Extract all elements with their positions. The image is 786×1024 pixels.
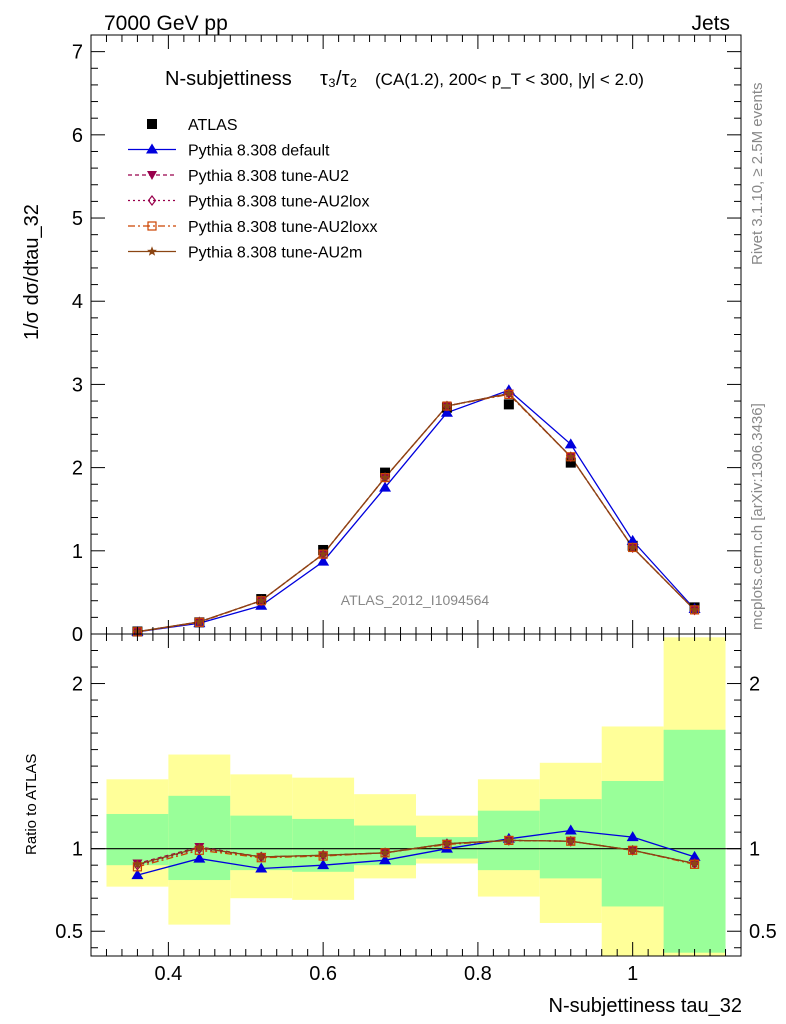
ratio-point-default <box>255 862 268 873</box>
ratio-ytick-label-right: 1 <box>749 839 760 861</box>
ratio-point-default <box>688 850 701 861</box>
legend-label-default: Pythia 8.308 default <box>188 143 330 160</box>
ratio-ytick-label: 0.5 <box>55 921 83 943</box>
header-left: 7000 GeV pp <box>104 12 228 35</box>
header-right: Jets <box>691 12 730 35</box>
data-point-default <box>379 481 392 492</box>
data-point-default <box>440 406 453 417</box>
plot-title-selection: (CA(1.2), 200< p_T < 300, |y| < 2.0) <box>375 70 644 89</box>
main-ytick-label: 6 <box>72 125 83 147</box>
data-point-au2m <box>565 451 576 461</box>
legend-marker-au2m <box>147 246 157 256</box>
main-ytick-label: 7 <box>72 42 83 64</box>
data-point-au2m <box>256 595 267 605</box>
data-point-atlas <box>565 457 576 468</box>
ratio-band-inner <box>663 729 726 953</box>
data-point-au2m <box>318 548 329 559</box>
ratio-xtick-label: 1 <box>627 963 638 985</box>
legend-label-atlas: ATLAS <box>188 117 238 134</box>
legend-label-au2loxx: Pythia 8.308 tune-AU2loxx <box>188 219 377 236</box>
data-point-au2m <box>503 388 514 398</box>
main-ytick-label: 1 <box>72 541 83 563</box>
ratio-line-default <box>137 829 695 876</box>
ratio-point-default <box>564 824 577 835</box>
ratio-xlabel: N-subjettiness tau_32 <box>549 995 742 1017</box>
main-ytick-label: 2 <box>72 458 83 480</box>
ratio-point-au2m <box>256 851 267 862</box>
ratio-point-default <box>193 852 206 863</box>
mcplots-label: mcplots.cern.ch [arXiv:1306.3436] <box>749 403 766 630</box>
ratio-point-au2m <box>565 836 576 846</box>
data-point-au2m <box>689 604 700 615</box>
main-ylabel: 1/σ dσ/dtau_32 <box>21 204 43 340</box>
data-point-default <box>626 534 639 545</box>
ratio-point-default <box>131 869 144 880</box>
legend-marker-au2loxx <box>147 221 157 231</box>
data-point-au2m <box>194 616 205 627</box>
ratio-band-inner <box>106 813 169 866</box>
ratio-point-au2m <box>380 847 390 857</box>
data-point-au2m <box>380 472 390 482</box>
ratio-point-au2m <box>689 858 700 868</box>
plot-title-tau-ratio: τ₃/τ₂ <box>320 68 357 90</box>
main-panel: N-subjettiness τ₃/τ₂ (CA(1.2), 200< p_T … <box>21 34 742 646</box>
ratio-panel: 0.5 0.5 1 1 2 2 0.4 0.6 0.8 1 Ratio to ATLAS N-su… <box>23 633 777 1017</box>
ratio-xtick-label: 0.8 <box>464 963 492 985</box>
legend-marker-au2lox <box>147 195 157 206</box>
ratio-point-default <box>626 831 639 842</box>
ratio-line-au2m <box>137 839 695 866</box>
ratio-point-default <box>317 859 330 870</box>
legend-label-au2m: Pythia 8.308 tune-AU2m <box>188 245 362 262</box>
legend-marker-atlas <box>147 119 157 129</box>
ratio-xtick-label: 0.6 <box>309 963 337 985</box>
ratio-band-inner <box>168 795 231 881</box>
ratio-xtick-label: 0.4 <box>154 963 182 985</box>
main-ytick-label: 3 <box>72 374 83 396</box>
ratio-ytick-label: 1 <box>72 839 83 861</box>
main-ytick-label: 4 <box>72 291 83 313</box>
ratio-ytick-label-right: 0.5 <box>749 921 777 943</box>
analysis-watermark: ATLAS_2012_I1094564 <box>341 592 490 608</box>
ratio-point-default <box>379 854 392 865</box>
main-ytick-label: 0 <box>72 624 83 646</box>
main-ytick-label: 5 <box>72 208 83 230</box>
data-point-default <box>564 438 577 449</box>
data-point-au2m <box>442 400 452 411</box>
ratio-point-au2m <box>194 842 205 852</box>
legend-label-au2: Pythia 8.308 tune-AU2 <box>188 168 349 185</box>
ratio-point-au2m <box>318 850 329 860</box>
data-point-default <box>317 555 330 566</box>
ratio-ytick-label: 2 <box>72 674 83 696</box>
series-line-default <box>137 389 696 633</box>
ratio-point-au2m <box>503 835 514 845</box>
ratio-point-au2m <box>442 838 452 848</box>
legend: ATLAS Pythia 8.308 default Pythia 8.308 tu… <box>128 117 377 262</box>
ratio-ytick-label-right: 2 <box>749 674 760 696</box>
data-point-au2m <box>627 542 638 552</box>
legend-label-au2lox: Pythia 8.308 tune-AU2lox <box>188 194 369 211</box>
rivet-label: Rivet 3.1.10, ≥ 2.5M events <box>749 83 766 266</box>
ratio-ylabel: Ratio to ATLAS <box>23 754 40 855</box>
plot-title-main: N-subjettiness <box>165 68 292 90</box>
series-line-au2m <box>137 392 696 633</box>
legend-marker-default <box>146 143 158 154</box>
data-point-atlas <box>503 399 514 410</box>
ratio-point-au2m <box>627 845 638 855</box>
ratio-point-au2m <box>132 859 143 869</box>
legend-marker-au2 <box>147 171 157 180</box>
